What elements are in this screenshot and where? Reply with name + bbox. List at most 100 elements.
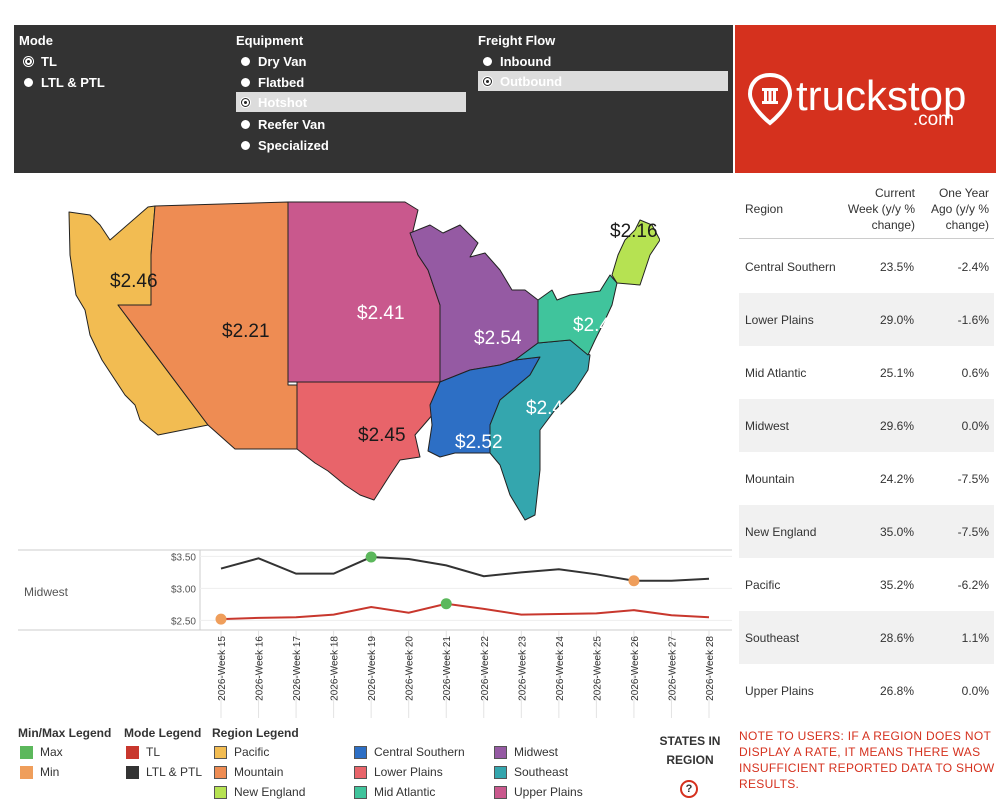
table-row[interactable]: Mid Atlantic 25.1% 0.6% — [739, 346, 994, 399]
radio-icon — [241, 77, 250, 87]
radio-icon — [241, 119, 250, 129]
legend-label: New England — [234, 785, 306, 799]
map-region-upper-plains[interactable] — [287, 201, 441, 383]
logo-suffix: .com — [913, 109, 954, 130]
x-tick-label: 2026-Week 22 — [480, 636, 491, 701]
trend-row-label: Midwest — [24, 585, 69, 599]
table-cell-current: 35.2% — [879, 578, 914, 592]
table-cell-year-ago: 0.0% — [961, 684, 989, 698]
legend-swatch — [126, 765, 139, 779]
equipment-option-dry-van[interactable]: Dry Van — [236, 51, 466, 71]
region-legend-item: Southeast — [494, 765, 568, 779]
freight-flow-filter-title: Freight Flow — [478, 33, 556, 48]
us-region-map: $2.46 $2.21 $2.41 $2.54 $2.45 $2.52 $2.43 $2.49… — [68, 201, 660, 521]
x-tick-label: 2026-Week 20 — [405, 636, 416, 701]
legend-swatch — [214, 785, 227, 799]
freight-option-outbound[interactable]: Outbound — [478, 71, 728, 91]
table-row[interactable]: Lower Plains 29.0% -1.6% — [739, 293, 994, 346]
x-tick-label: 2026-Week 15 — [217, 636, 228, 701]
map-region-new-england[interactable] — [611, 219, 660, 286]
radio-icon — [241, 56, 250, 66]
table-header-rule — [739, 238, 994, 239]
legend-label: Upper Plains — [514, 785, 583, 799]
table-cell-year-ago: -2.4% — [957, 260, 989, 274]
region-legend-item: Mid Atlantic — [354, 785, 435, 799]
map-rate-label: $2.41 — [357, 303, 405, 324]
legend-item-ltl-ptl: LTL & PTL — [126, 765, 202, 779]
x-tick-label: 2026-Week 17 — [292, 636, 303, 701]
equipment-option-specialized[interactable]: Specialized — [236, 135, 466, 155]
legend-label: Midwest — [514, 745, 559, 759]
freight-option-inbound[interactable]: Inbound — [478, 51, 728, 71]
table-row[interactable]: Mountain 24.2% -7.5% — [739, 452, 994, 505]
legend-swatch — [494, 785, 507, 799]
radio-icon — [24, 77, 33, 87]
y-tick-label: $3.00 — [171, 584, 196, 595]
location-pin-icon — [747, 72, 793, 126]
table-row[interactable]: Upper Plains 26.8% 0.0% — [739, 664, 994, 717]
table-row[interactable]: Midwest 29.6% 0.0% — [739, 399, 994, 452]
table-cell-year-ago: 1.1% — [961, 631, 989, 645]
min-marker[interactable] — [215, 613, 227, 625]
region-legend-item: Pacific — [214, 745, 269, 759]
x-tick-label: 2026-Week 23 — [517, 636, 528, 701]
insufficient-data-note: NOTE TO USERS: IF A REGION DOES NOT DISP… — [739, 729, 995, 791]
table-cell-current: 35.0% — [879, 525, 914, 539]
region-legend-item: Lower Plains — [354, 765, 443, 779]
map-region-southeast[interactable] — [489, 339, 591, 521]
legend-label: Southeast — [514, 765, 569, 779]
minmax-legend-title: Min/Max Legend — [18, 726, 112, 740]
radio-icon — [241, 140, 250, 150]
states-in-region-label: STATES IN REGION — [659, 734, 721, 767]
series-line-ltl-ptl — [220, 556, 710, 582]
legend-swatch — [126, 745, 139, 759]
map-rate-label: $2.21 — [222, 321, 270, 342]
series-line-tl — [220, 602, 710, 621]
mode-option-ltl-ptl[interactable]: LTL & PTL — [19, 72, 219, 92]
help-icon[interactable]: ? — [680, 780, 698, 798]
table-cell-region: Pacific — [745, 578, 781, 592]
table-cell-current: 28.6% — [879, 631, 914, 645]
region-legend-item: Upper Plains — [494, 785, 583, 799]
map-rate-label: $2.52 — [455, 432, 503, 453]
table-cell-region: Lower Plains — [745, 313, 814, 327]
map-region-pacific[interactable] — [68, 205, 209, 436]
table-cell-current: 23.5% — [879, 260, 914, 274]
table-row[interactable]: Pacific 35.2% -6.2% — [739, 558, 994, 611]
table-cell-year-ago: 0.0% — [961, 419, 989, 433]
table-row[interactable]: New England 35.0% -7.5% — [739, 505, 994, 558]
table-row[interactable]: Central Southern 23.5% -2.4% — [739, 240, 994, 293]
min-marker[interactable] — [628, 575, 640, 587]
mode-option-tl[interactable]: TL — [19, 51, 219, 71]
table-cell-year-ago: -7.5% — [957, 472, 989, 486]
table-cell-region: Central Southern — [745, 260, 836, 274]
map-region-midwest[interactable] — [409, 224, 539, 383]
x-tick-label: 2026-Week 27 — [667, 636, 678, 701]
region-legend-item: Central Southern — [354, 745, 465, 759]
x-tick-label: 2026-Week 21 — [442, 636, 453, 701]
mode-legend-title: Mode Legend — [124, 726, 202, 740]
equipment-option-flatbed[interactable]: Flatbed — [236, 72, 466, 92]
table-cell-current: 29.6% — [879, 419, 914, 433]
map-rate-label: $2.16 — [610, 221, 658, 242]
legend-item-min: Min — [20, 765, 59, 779]
x-tick-label: 2026-Week 25 — [592, 636, 603, 701]
legend-label: Mid Atlantic — [374, 785, 436, 799]
max-marker[interactable] — [440, 598, 452, 610]
region-legend-item: Mountain — [214, 765, 283, 779]
equipment-option-reefer-van[interactable]: Reefer Van — [236, 114, 466, 134]
map-rate-label: $2.49 — [573, 315, 621, 336]
max-marker[interactable] — [365, 551, 377, 563]
filter-bar: Mode TL LTL & PTL Equipment Dry Van Flat… — [14, 25, 733, 173]
region-legend-item: Midwest — [494, 745, 558, 759]
radio-selected-icon — [241, 97, 250, 107]
table-header-region: Region — [745, 202, 784, 216]
region-legend-item: New England — [214, 785, 305, 799]
legend-swatch — [214, 745, 227, 759]
legend-item-max: Max — [20, 745, 63, 759]
table-row[interactable]: Southeast 28.6% 1.1% — [739, 611, 994, 664]
table-cell-region: Midwest — [745, 419, 790, 433]
table-cell-year-ago: 0.6% — [961, 366, 989, 380]
equipment-option-hotshot[interactable]: Hotshot — [236, 92, 466, 112]
map-region-mid-atlantic[interactable] — [537, 274, 618, 356]
